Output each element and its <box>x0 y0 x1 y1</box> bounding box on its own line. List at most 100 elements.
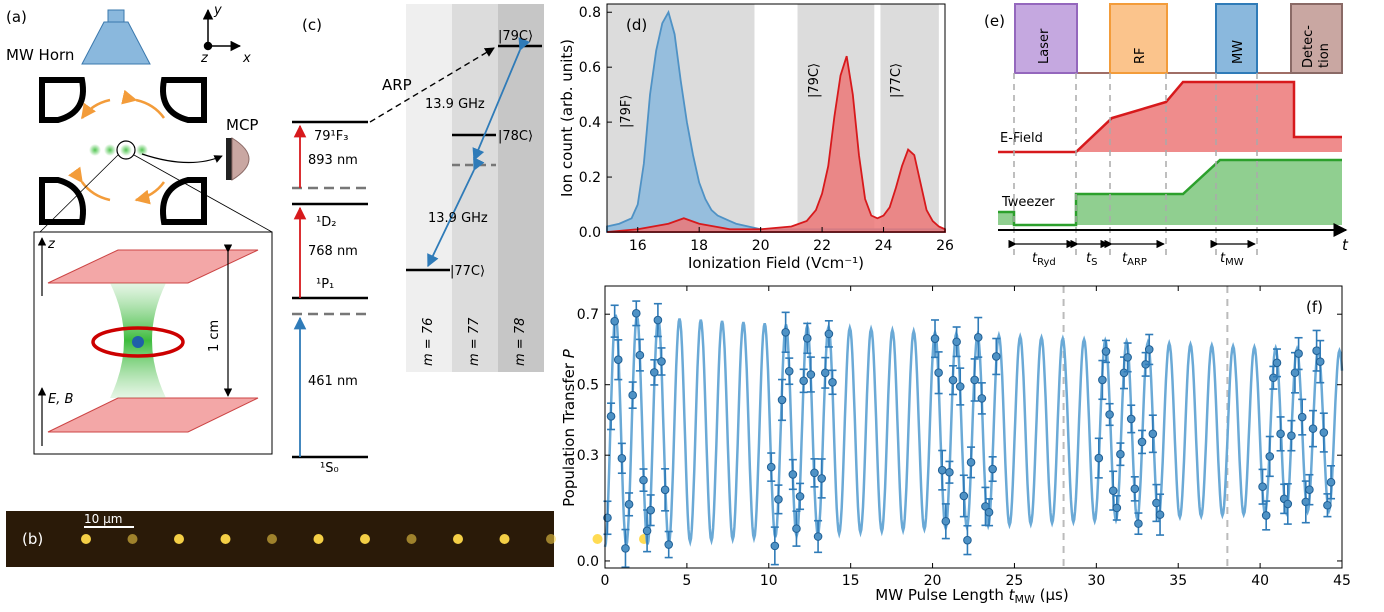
data-point <box>1152 498 1161 508</box>
atom-spot <box>81 534 91 544</box>
region-79f-label: |79F⟩ <box>619 95 634 128</box>
data-point <box>963 535 972 545</box>
mw-horn-icon <box>81 9 151 65</box>
atom-spot <box>453 534 463 544</box>
atom-spot <box>546 534 556 544</box>
data-point <box>788 470 798 479</box>
atom-spot <box>360 534 370 544</box>
ghz-top-label: 13.9 GHz <box>425 97 485 112</box>
data-point <box>1323 500 1332 510</box>
panel-e-label: (e) <box>984 12 1005 30</box>
zoom-line-left <box>39 154 119 233</box>
data-point <box>977 394 987 403</box>
x-tick-label: 24 <box>875 238 893 254</box>
timing-guides <box>1013 73 1258 255</box>
fluorescence-spots <box>81 534 649 544</box>
x-tick-label: 20 <box>752 238 770 254</box>
data-point <box>1148 429 1158 439</box>
f-vlines <box>1062 286 1229 568</box>
data-point <box>828 377 837 387</box>
data-point <box>799 376 808 386</box>
inset-eb-label: E, B <box>48 392 73 407</box>
data-point <box>777 395 787 405</box>
x-tick-label: 16 <box>629 238 647 254</box>
y-tick-label: 0.5 <box>577 378 599 394</box>
axes-icon <box>202 8 242 52</box>
interval-mw-label: tMW <box>1220 251 1244 268</box>
data-point <box>1144 345 1154 354</box>
mw-label: MW <box>1231 40 1246 64</box>
data-point <box>657 357 666 366</box>
d-ylabel: Ion count (arb. units) <box>558 39 576 197</box>
data-point <box>941 516 951 526</box>
data-point <box>934 368 943 378</box>
data-point <box>930 334 940 343</box>
x-tick-label: 40 <box>1251 573 1269 589</box>
data-point <box>952 337 961 347</box>
region-77c-label: |77C⟩ <box>889 63 904 98</box>
data-point <box>624 500 634 509</box>
data-point <box>1272 358 1282 368</box>
data-point <box>973 333 983 342</box>
f-plot-frame <box>604 285 1343 569</box>
x-tick-label: 20 <box>924 573 942 589</box>
y-tick-label: 0.4 <box>579 115 601 131</box>
f-fit-curve <box>603 314 1344 548</box>
atom-array-icon <box>89 140 148 160</box>
x-tick-label: 10 <box>760 573 778 589</box>
electrodes-icon <box>39 77 207 225</box>
data-point <box>1112 503 1122 513</box>
atom-spot <box>406 534 417 544</box>
mw-transition-top <box>472 37 531 162</box>
panel-e: (e) Laser RF MW Detec- tion E-Field Twee… <box>984 3 1349 268</box>
atom-spot <box>592 534 603 544</box>
panel-c: (c) ¹S₀ ¹P₁ ¹D₂ 79¹F₃ 461 nm 768 nm 893 … <box>292 4 544 476</box>
x-tick-label: 45 <box>1333 573 1351 589</box>
data-point <box>1319 428 1329 437</box>
y-tick-label: 0.6 <box>579 60 601 76</box>
mw-horn-label: MW Horn <box>6 46 74 64</box>
panel-d: 16 18 20 22 24 26 0.0 0.2 0.4 0.6 0.8 (d) |79F⟩ |7… <box>558 3 954 272</box>
level-1d2-label: ¹D₂ <box>316 215 336 230</box>
x-tick-label: 35 <box>1169 573 1187 589</box>
arp-label: ARP <box>382 76 412 94</box>
data-point <box>1308 424 1318 433</box>
data-point <box>613 355 623 365</box>
data-point <box>948 375 958 385</box>
data-point <box>1287 431 1296 440</box>
state-78c-label: |78C⟩ <box>498 129 533 144</box>
data-point <box>610 316 619 326</box>
data-point <box>1297 412 1307 422</box>
data-point <box>802 334 812 343</box>
axis-y-label: y <box>213 3 222 18</box>
data-point <box>1101 347 1111 356</box>
y-tick-label: 0.0 <box>579 225 601 241</box>
data-point <box>810 468 819 478</box>
data-point <box>966 458 976 467</box>
data-point <box>991 352 1001 361</box>
x-tick-label: 26 <box>936 238 954 254</box>
data-point <box>795 492 805 501</box>
panel-f: 0 5 10 15 20 25 30 35 40 45 0.0 0.3 0.5 0.7 (f) MW Pu… <box>560 285 1351 606</box>
f-xlabel: MW Pulse Length tMW (µs) <box>875 586 1068 606</box>
interval-s-label: tS <box>1086 251 1097 268</box>
y-tick-label: 0.8 <box>579 5 601 21</box>
efield-label: E-Field <box>1000 131 1043 146</box>
x-tick-label: 15 <box>842 573 860 589</box>
data-point <box>817 474 826 483</box>
data-point <box>1269 373 1278 383</box>
inset-box <box>33 231 273 455</box>
y-tick-label: 0.2 <box>579 170 601 186</box>
f-ylabel: Population Transfer P <box>560 348 578 507</box>
m78-band <box>498 4 544 372</box>
efield-fill <box>1076 82 1342 152</box>
data-point <box>1305 485 1314 495</box>
data-point <box>635 350 645 360</box>
efield-line <box>998 80 1342 154</box>
axis-z-label: z <box>200 51 209 66</box>
panel-a-label: (a) <box>6 8 27 26</box>
panel-b: 10 µm (b) <box>6 511 649 567</box>
data-point <box>937 465 947 475</box>
x-tick-label: 18 <box>690 238 708 254</box>
data-point <box>1123 353 1132 362</box>
